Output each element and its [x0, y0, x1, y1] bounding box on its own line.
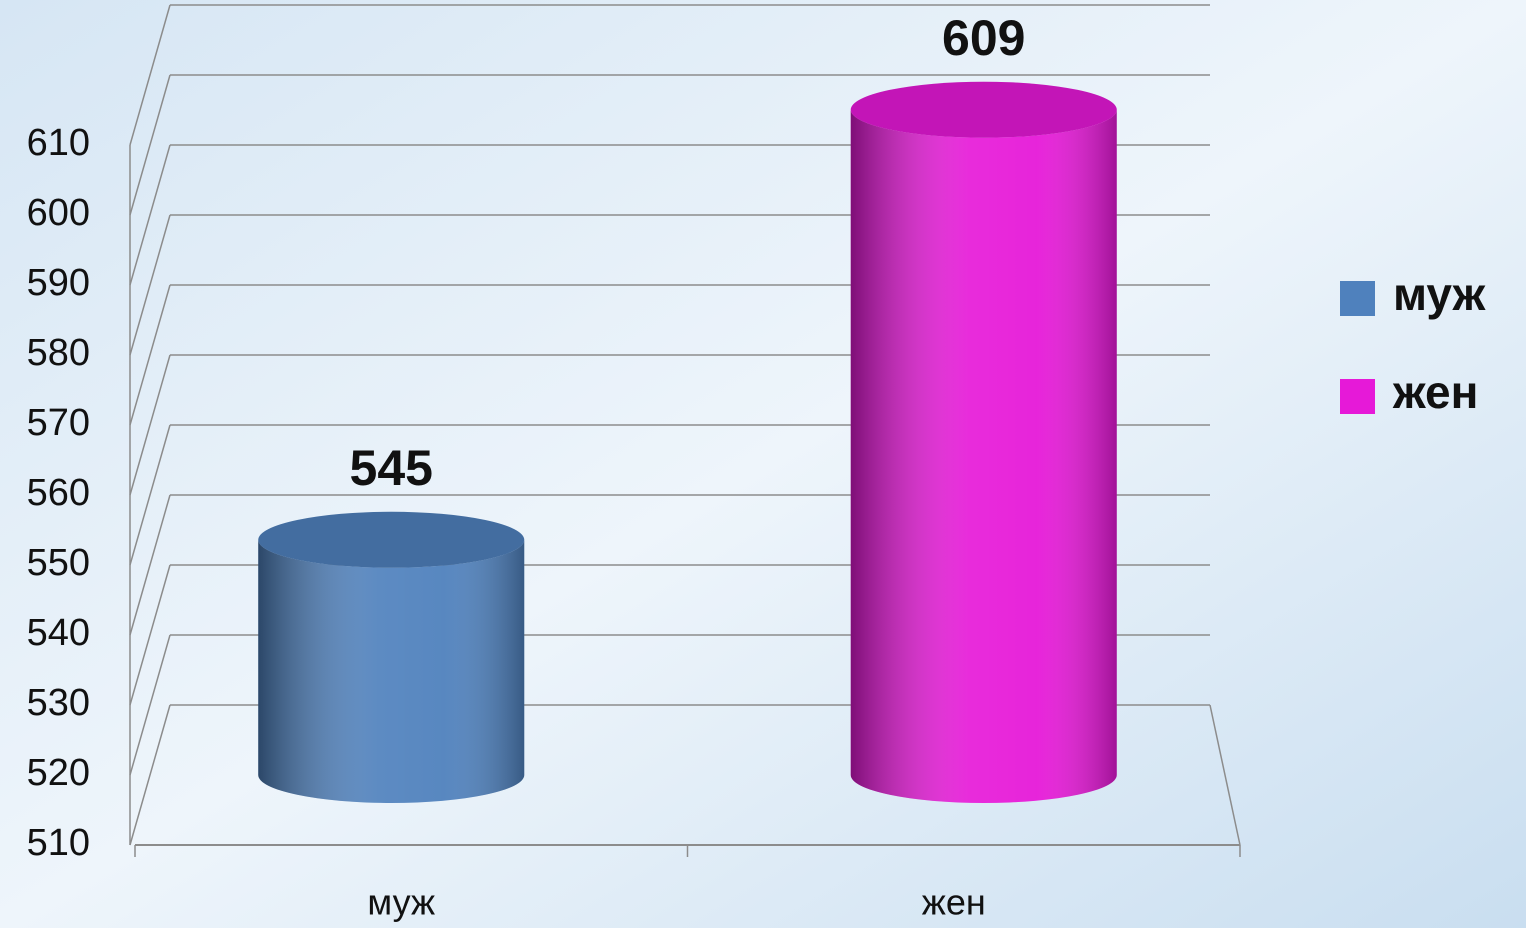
legend-swatch [1340, 281, 1375, 316]
x-tick-label: жен [922, 882, 986, 923]
y-tick-label: 550 [27, 542, 90, 584]
legend-swatch [1340, 379, 1375, 414]
y-tick-label: 610 [27, 122, 90, 164]
y-tick-label: 510 [27, 822, 90, 864]
y-tick-label: 590 [27, 262, 90, 304]
y-tick-label: 570 [27, 402, 90, 444]
legend-label: жен [1392, 366, 1478, 418]
y-tick-label: 580 [27, 332, 90, 374]
y-tick-label: 560 [27, 472, 90, 514]
bar-shade [851, 110, 1117, 803]
chart: 510 520 530 540 550 560 570 580 590 600 610 муж жен 5… [0, 0, 1526, 928]
y-tick-label: 530 [27, 682, 90, 724]
data-label: 609 [942, 10, 1025, 66]
page: {"chart_data":{"type":"bar","categories"… [0, 0, 1526, 928]
bar-shade [258, 540, 524, 803]
bar-top-shade [851, 82, 1117, 138]
background [0, 0, 1526, 928]
y-tick-label: 600 [27, 192, 90, 234]
y-tick-label: 540 [27, 612, 90, 654]
bar-top-shade [258, 512, 524, 568]
legend-label: муж [1393, 268, 1486, 320]
data-label: 545 [350, 440, 433, 496]
y-tick-label: 520 [27, 752, 90, 794]
x-tick-label: муж [367, 882, 435, 923]
